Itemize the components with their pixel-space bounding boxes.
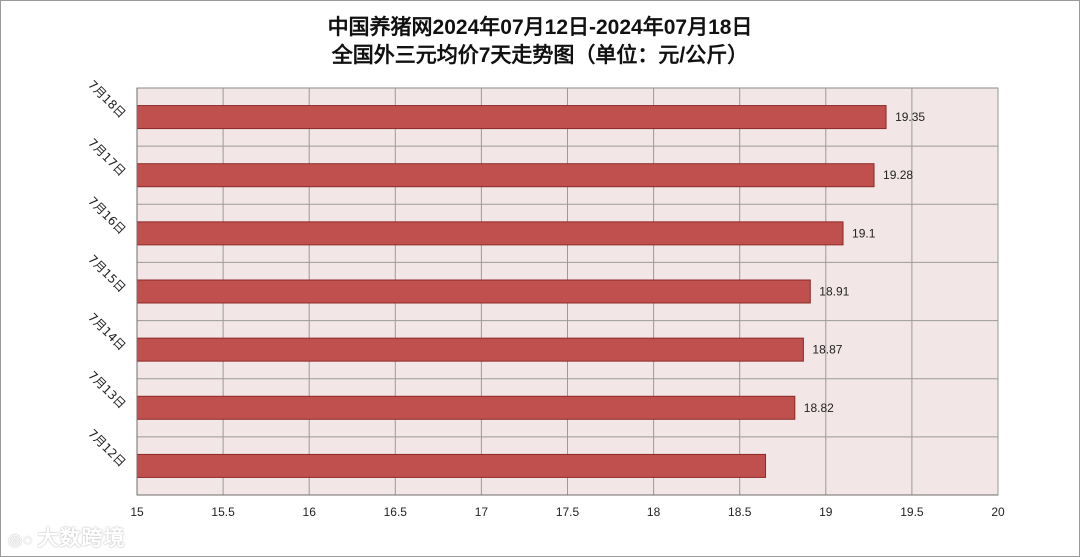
chart-title-block: 中国养猪网2024年07月12日-2024年07月18日 全国外三元均价7天走势… [0, 14, 1080, 70]
watermark-text: 大数跨境 [37, 527, 126, 550]
bar [136, 453, 767, 478]
x-tick-label: 18 [647, 505, 661, 519]
x-tick-label: 16.5 [384, 505, 408, 519]
chart-subtitle: 全国外三元均价7天走势图（单位：元/公斤） [331, 44, 749, 67]
data-label: 18.82 [804, 401, 834, 415]
x-tick-label: 19 [819, 505, 833, 519]
y-tick-label: 7月18日 [85, 78, 128, 121]
bar [136, 279, 811, 304]
logo-icon: ◎◌ [8, 532, 34, 549]
y-tick-label: 7月17日 [85, 136, 128, 179]
bar [136, 105, 887, 130]
bar [136, 221, 844, 246]
x-tick-label: 16 [303, 505, 317, 519]
data-label: 19.1 [852, 226, 876, 240]
watermark: ◎◌ 大数跨境 [8, 522, 125, 552]
y-tick-label: 7月15日 [85, 252, 128, 295]
bar [136, 337, 804, 362]
data-label: 18.91 [819, 285, 849, 299]
x-tick-label: 15.5 [211, 505, 235, 519]
bar [136, 163, 875, 188]
y-tick-label: 7月13日 [85, 368, 128, 411]
x-tick-label: 15 [130, 505, 144, 519]
y-tick-label: 7月16日 [85, 194, 128, 237]
x-tick-label: 18.5 [728, 505, 752, 519]
data-label: 19.35 [895, 110, 925, 124]
y-tick-label: 7月12日 [85, 426, 128, 469]
data-label: 19.28 [883, 168, 913, 182]
data-label: 18.87 [812, 343, 842, 357]
x-tick-label: 17 [475, 505, 489, 519]
x-tick-label: 19.5 [900, 505, 924, 519]
y-tick-label: 7月14日 [85, 310, 128, 353]
x-tick-label: 20 [991, 505, 1005, 519]
x-tick-label: 17.5 [556, 505, 580, 519]
chart-title: 中国养猪网2024年07月12日-2024年07月18日 [327, 16, 753, 39]
bar [136, 395, 796, 420]
